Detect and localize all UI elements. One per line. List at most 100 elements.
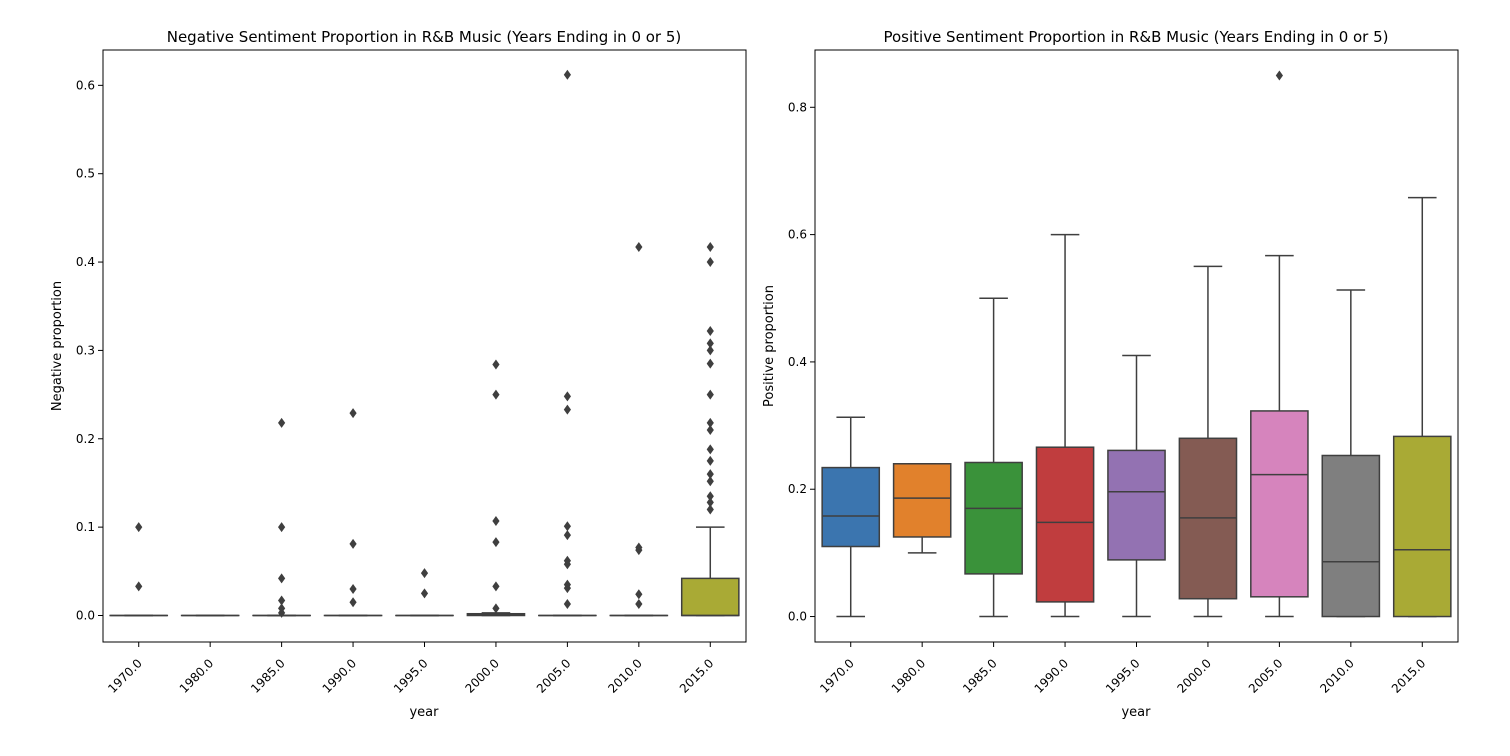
box-body	[680, 577, 740, 617]
box-body	[1035, 446, 1095, 603]
x-tick-label: 2010.0	[605, 656, 645, 696]
outlier-point	[635, 242, 643, 253]
box-1995.0	[1107, 354, 1166, 618]
outlier-point	[706, 469, 714, 480]
outlier-point	[563, 521, 571, 532]
y-tick-label: 0.2	[76, 432, 95, 446]
box-body	[892, 463, 952, 538]
box-body	[821, 466, 881, 548]
outlier-point	[706, 325, 714, 336]
x-tick-label: 1990.0	[1032, 656, 1072, 696]
negative-sentiment-chart: Negative Sentiment Proportion in R&B Mus…	[50, 28, 747, 720]
outlier-point	[349, 408, 357, 419]
y-tick-label: 0.0	[788, 610, 807, 624]
outlier-point	[492, 537, 500, 548]
outlier-point	[349, 538, 357, 549]
x-axis-label: year	[1121, 705, 1151, 720]
x-tick-label: 1985.0	[248, 656, 288, 696]
box-body	[1321, 454, 1381, 618]
outlier-point	[706, 257, 714, 268]
outlier-point	[1275, 70, 1283, 81]
outlier-point	[492, 359, 500, 370]
y-tick-label: 0.5	[76, 167, 95, 181]
box-2015.0	[680, 242, 740, 617]
outlier-point	[135, 522, 143, 533]
outlier-point	[706, 476, 714, 487]
x-tick-label: 2005.0	[1246, 656, 1286, 696]
outlier-point	[706, 444, 714, 455]
outlier-point	[706, 358, 714, 369]
outlier-point	[563, 583, 571, 594]
box-1980.0	[892, 463, 952, 554]
y-axis-label: Negative proportion	[50, 281, 65, 411]
box-1985.0	[964, 297, 1023, 618]
plot-area: 0.0 0.1 0.2 0.3 0.4 0.5 0.6 1970.0 1980.0 1985.0 1…	[76, 49, 747, 696]
outlier-point	[492, 603, 500, 614]
y-tick-label: 0.2	[788, 482, 807, 496]
box-body	[1107, 449, 1166, 561]
axes-frame	[102, 49, 747, 643]
outlier-point	[706, 491, 714, 502]
x-tick-label: 1980.0	[177, 656, 217, 696]
x-axis-label: year	[409, 705, 439, 720]
outlier-point	[706, 417, 714, 428]
chart-title: Positive Sentiment Proportion in R&B Mus…	[883, 28, 1388, 46]
box-1990.0	[323, 408, 383, 617]
outlier-point	[635, 589, 643, 600]
outlier-point	[278, 522, 286, 533]
y-tick-label: 0.1	[76, 520, 95, 534]
box-1985.0	[252, 417, 311, 618]
x-tick-label: 2000.0	[462, 656, 502, 696]
box-body	[964, 461, 1023, 575]
x-tick-label: 2000.0	[1174, 656, 1214, 696]
outlier-point	[563, 404, 571, 415]
outlier-point	[278, 573, 286, 584]
y-tick-label: 0.8	[788, 100, 807, 114]
outlier-point	[635, 599, 643, 610]
box-2005.0	[538, 69, 597, 617]
box-body	[1392, 435, 1452, 618]
box-2010.0	[1321, 289, 1381, 618]
box-1970.0	[821, 416, 881, 618]
x-tick-label: 2015.0	[1389, 656, 1429, 696]
box-2000.0	[1178, 265, 1238, 618]
outlier-point	[706, 338, 714, 349]
outlier-point	[278, 595, 286, 606]
box-2000.0	[466, 359, 526, 617]
x-tick-label: 2010.0	[1317, 656, 1357, 696]
outlier-point	[706, 497, 714, 508]
box-1990.0	[1035, 233, 1095, 618]
x-tick-label: 1980.0	[889, 656, 929, 696]
x-tick-label: 1970.0	[105, 656, 145, 696]
y-axis-label: Positive proportion	[762, 285, 777, 407]
outlier-point	[563, 599, 571, 610]
outlier-point	[492, 515, 500, 526]
outlier-point	[635, 545, 643, 556]
outlier-point	[349, 597, 357, 608]
x-tick-label: 2015.0	[677, 656, 717, 696]
outlier-point	[492, 389, 500, 400]
outlier-point	[492, 581, 500, 592]
y-tick-label: 0.6	[76, 78, 95, 92]
x-tick-label: 1995.0	[1103, 656, 1143, 696]
box-2005.0	[1250, 70, 1309, 618]
outlier-point	[706, 389, 714, 400]
outlier-point	[706, 424, 714, 435]
y-tick-label: 0.0	[76, 608, 95, 622]
outlier-point	[706, 345, 714, 356]
box-2010.0	[609, 242, 669, 617]
outlier-point	[420, 568, 429, 579]
outlier-point	[278, 417, 286, 428]
box-body	[1250, 410, 1309, 598]
outlier-point	[563, 69, 571, 80]
plot-area: 0.0 0.2 0.4 0.6 0.8 1970.0 1980.0 1985.0 1990.0 1…	[788, 49, 1459, 696]
outlier-point	[349, 583, 357, 594]
outlier-point	[563, 391, 571, 402]
chart-title: Negative Sentiment Proportion in R&B Mus…	[167, 28, 682, 46]
x-tick-label: 2005.0	[534, 656, 574, 696]
y-tick-label: 0.4	[76, 255, 95, 269]
y-tick-label: 0.3	[76, 343, 95, 357]
outlier-point	[706, 242, 714, 253]
box-1970.0	[109, 522, 169, 617]
